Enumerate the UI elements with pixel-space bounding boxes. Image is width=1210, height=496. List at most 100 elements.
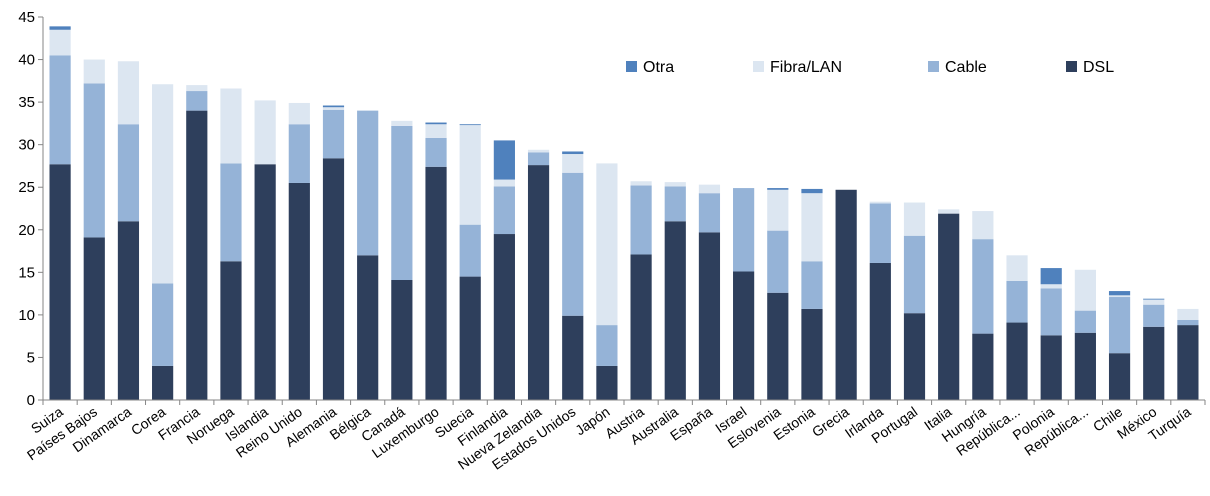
legend-label: DSL bbox=[1083, 59, 1114, 76]
bar-otra-segment bbox=[801, 188, 823, 194]
bar-fibra-lan-segment bbox=[630, 181, 652, 186]
bar-cable-segment bbox=[1143, 304, 1165, 327]
bar-dsl-segment bbox=[254, 164, 276, 400]
bar-cable-segment bbox=[972, 239, 994, 334]
bar-dsl-segment bbox=[459, 276, 481, 400]
bar-fibra-lan-segment bbox=[903, 202, 926, 236]
bar-dsl-segment bbox=[83, 237, 105, 400]
bar-fibra-lan-segment bbox=[493, 179, 515, 187]
bar-fibra-lan-segment bbox=[767, 189, 789, 231]
bar-cable-segment bbox=[186, 91, 208, 111]
y-tick-label: 0 bbox=[27, 392, 35, 409]
bar-dsl-segment bbox=[630, 254, 652, 400]
bar-fibra-lan-segment bbox=[288, 102, 310, 125]
bar-fibra-lan-segment bbox=[1074, 269, 1096, 311]
bar-fibra-lan-segment bbox=[83, 59, 105, 84]
bar-cable-segment bbox=[1108, 297, 1131, 354]
legend-swatch bbox=[753, 61, 764, 72]
legend-swatch bbox=[1066, 61, 1077, 72]
y-tick-label: 40 bbox=[18, 52, 35, 69]
legend-label: Fibra/LAN bbox=[770, 59, 842, 76]
bar-cable-segment bbox=[322, 109, 345, 159]
bar-otra-segment bbox=[493, 140, 515, 180]
bar-dsl-segment bbox=[322, 158, 345, 400]
bar-otra-segment bbox=[1143, 298, 1165, 300]
bar-dsl-segment bbox=[801, 308, 823, 400]
bar-fibra-lan-segment bbox=[664, 182, 686, 187]
bar-fibra-lan-segment bbox=[1006, 255, 1028, 281]
bar-dsl-segment bbox=[1177, 325, 1199, 400]
bar-cable-segment bbox=[630, 185, 652, 255]
bar-cable-segment bbox=[288, 124, 310, 183]
bar-cable-segment bbox=[733, 188, 755, 272]
bar-dsl-segment bbox=[1006, 322, 1028, 400]
legend-label: Cable bbox=[945, 59, 987, 76]
bar-cable-segment bbox=[220, 163, 242, 262]
bar-dsl-segment bbox=[972, 333, 994, 400]
bar-cable-segment bbox=[49, 55, 71, 165]
bar-cable-segment bbox=[391, 125, 413, 280]
bar-fibra-lan-segment bbox=[1040, 284, 1062, 289]
bar-dsl-segment bbox=[357, 255, 379, 400]
bar-otra-segment bbox=[767, 188, 789, 190]
bar-otra-segment bbox=[1040, 268, 1062, 285]
bar-otra-segment bbox=[459, 124, 481, 126]
bar-cable-segment bbox=[664, 186, 686, 222]
bar-cable-segment bbox=[425, 137, 447, 167]
bar-dsl-segment bbox=[1040, 335, 1062, 400]
bar-otra-segment bbox=[322, 105, 345, 108]
y-tick-label: 10 bbox=[18, 307, 35, 324]
bar-cable-segment bbox=[1177, 319, 1199, 326]
bar-dsl-segment bbox=[903, 313, 926, 400]
bar-otra-segment bbox=[49, 26, 71, 30]
bar-cable-segment bbox=[152, 283, 174, 366]
legend-label: Otra bbox=[643, 59, 674, 76]
bar-cable-segment bbox=[698, 193, 721, 233]
bar-fibra-lan-segment bbox=[186, 85, 208, 92]
bar-cable-segment bbox=[801, 261, 823, 309]
legend-swatch bbox=[626, 61, 637, 72]
bar-dsl-segment bbox=[1108, 353, 1131, 400]
bar-dsl-segment bbox=[835, 189, 857, 400]
bar-otra-segment bbox=[1108, 291, 1131, 296]
bar-cable-segment bbox=[117, 124, 140, 222]
bar-cable-segment bbox=[869, 203, 891, 263]
bar-dsl-segment bbox=[733, 271, 755, 400]
bar-cable-segment bbox=[459, 224, 481, 277]
bar-cable-segment bbox=[767, 230, 789, 293]
y-tick-label: 5 bbox=[27, 349, 35, 366]
bar-fibra-lan-segment bbox=[220, 88, 242, 164]
bar-dsl-segment bbox=[767, 292, 789, 400]
bar-dsl-segment bbox=[493, 234, 515, 400]
bar-dsl-segment bbox=[117, 221, 140, 400]
bar-cable-segment bbox=[83, 83, 105, 238]
y-tick-label: 15 bbox=[18, 264, 35, 281]
y-axis: 0 5 10 15 20 25 30 35 40 45 bbox=[18, 9, 44, 409]
bar-dsl-segment bbox=[152, 365, 174, 400]
bar-fibra-lan-segment bbox=[425, 124, 447, 138]
bar-fibra-lan-segment bbox=[869, 201, 891, 204]
bar-fibra-lan-segment bbox=[527, 149, 550, 153]
legend-swatch bbox=[928, 61, 939, 72]
bar-fibra-lan-segment bbox=[938, 209, 960, 214]
bar-fibra-lan-segment bbox=[49, 29, 71, 56]
bar-series-group bbox=[49, 26, 1199, 400]
y-tick-label: 30 bbox=[18, 137, 35, 154]
y-tick-label: 25 bbox=[18, 179, 35, 196]
bar-otra-segment bbox=[425, 122, 447, 125]
bar-cable-segment bbox=[1040, 288, 1062, 336]
bar-dsl-segment bbox=[869, 262, 891, 400]
bar-dsl-segment bbox=[664, 221, 686, 400]
bar-dsl-segment bbox=[220, 261, 242, 400]
bar-fibra-lan-segment bbox=[1177, 308, 1199, 320]
bar-fibra-lan-segment bbox=[391, 120, 413, 126]
y-tick-label: 20 bbox=[18, 222, 35, 239]
bar-dsl-segment bbox=[698, 232, 721, 400]
bar-dsl-segment bbox=[288, 182, 310, 400]
bar-fibra-lan-segment bbox=[1143, 299, 1165, 305]
bar-dsl-segment bbox=[1074, 332, 1096, 400]
bar-cable-segment bbox=[1006, 280, 1028, 323]
bar-dsl-segment bbox=[562, 315, 584, 400]
